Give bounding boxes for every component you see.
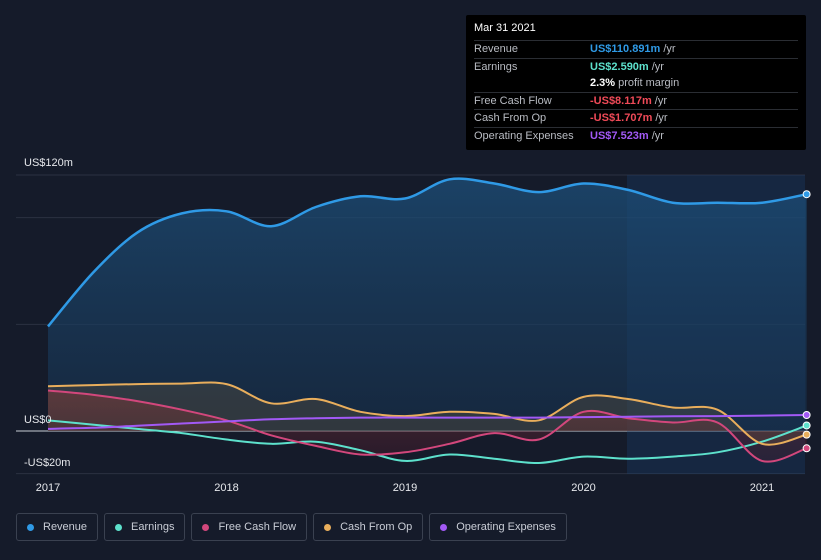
- tooltip-label: Operating Expenses: [474, 129, 574, 142]
- legend-label: Cash From Op: [340, 521, 413, 533]
- legend-dot-icon: [27, 523, 34, 531]
- tooltip-label: Cash From Op: [474, 112, 547, 125]
- legend-dot-icon: [202, 523, 210, 531]
- chart-legend: Revenue Earnings Free Cash Flow Cash From O…: [16, 513, 567, 541]
- x-tick-label: 2017: [36, 482, 60, 494]
- cash-from-op-end-point: [802, 430, 811, 439]
- tooltip-unit: /yr: [663, 43, 676, 56]
- tooltip-row: Cash From Op -US$1.707m/yr: [474, 109, 798, 127]
- tooltip-unit: /yr: [651, 129, 664, 142]
- legend-label: Revenue: [43, 521, 88, 533]
- tooltip-value: US$110.891m: [590, 43, 661, 56]
- free-cash-flow-line: [47, 389, 807, 463]
- cash-from-op-line: [47, 381, 807, 446]
- tooltip-label: Revenue: [474, 43, 519, 56]
- line-layer: [47, 177, 807, 465]
- label-layer: US$120m US$0 -US$20m 2017 2018 2019 2020 2021: [24, 157, 774, 494]
- tooltip-value: US$2.590m: [590, 60, 649, 73]
- tooltip-unit: /yr: [651, 60, 664, 73]
- tooltip-unit: /yr: [654, 94, 667, 107]
- y-axis-label: US$0: [24, 414, 52, 426]
- legend-dot-icon: [324, 523, 332, 531]
- tooltip-row: Earnings US$2.590m/yr: [474, 57, 798, 76]
- tooltip-label: Free Cash Flow: [474, 94, 552, 107]
- free-cash-flow-area: [48, 390, 807, 462]
- tooltip-value: -US$8.117m: [590, 94, 652, 107]
- tooltip-value: -US$1.707m: [590, 112, 653, 125]
- legend-item-free-cash-flow[interactable]: Free Cash Flow: [191, 513, 308, 541]
- tooltip-value: 2.3%: [590, 77, 616, 90]
- legend-label: Free Cash Flow: [218, 521, 297, 533]
- earnings-line: [47, 419, 807, 465]
- x-tick-label: 2018: [214, 482, 238, 494]
- operating-expenses-line: [47, 414, 807, 430]
- earnings-end-point: [802, 421, 811, 430]
- legend-item-cash-from-op[interactable]: Cash From Op: [313, 513, 424, 541]
- revenue-line: [47, 177, 807, 328]
- x-tick-label: 2020: [571, 482, 595, 494]
- legend-label: Earnings: [131, 521, 175, 533]
- tooltip-panel: Mar 31 2021 Revenue US$110.891m/yr Earning…: [466, 15, 806, 150]
- legend-label: Operating Expenses: [456, 521, 556, 533]
- revenue-end-point: [802, 190, 811, 199]
- legend-item-revenue[interactable]: Revenue: [16, 513, 99, 541]
- tooltip-unit: profit margin: [618, 77, 680, 90]
- legend-dot-icon: [115, 523, 123, 531]
- x-tick-label: 2021: [750, 482, 774, 494]
- tooltip-label: Earnings: [474, 60, 518, 73]
- operating-expenses-end-point: [802, 411, 811, 419]
- tooltip-row: Revenue US$110.891m/yr: [474, 40, 798, 58]
- y-axis-label: US$120m: [24, 157, 73, 169]
- y-axis-label: -US$20m: [24, 457, 70, 469]
- legend-dot-icon: [440, 523, 448, 531]
- legend-item-operating-expenses[interactable]: Operating Expenses: [429, 513, 567, 541]
- tooltip-row: Operating Expenses US$7.523m/yr: [474, 126, 798, 145]
- tooltip-row: 2.3% profit margin: [474, 75, 798, 92]
- tooltip-row: Free Cash Flow -US$8.117m/yr: [474, 91, 798, 110]
- revenue-area: [48, 178, 807, 431]
- tooltip-date: Mar 31 2021: [474, 22, 536, 34]
- legend-item-earnings[interactable]: Earnings: [104, 513, 186, 541]
- x-tick-label: 2019: [393, 482, 417, 494]
- dot-layer: [802, 190, 811, 453]
- free-cash-flow-end-point: [802, 444, 811, 453]
- tooltip-value: US$7.523m: [590, 129, 649, 142]
- tooltip-unit: /yr: [655, 112, 668, 125]
